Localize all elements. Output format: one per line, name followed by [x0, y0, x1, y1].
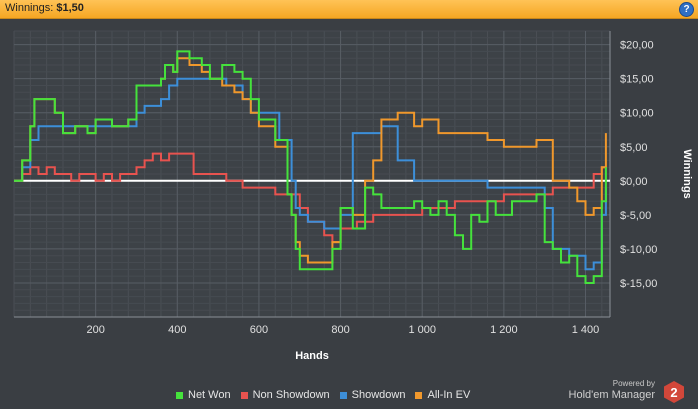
- x-axis-label: Hands: [295, 350, 329, 362]
- y-tick-label: $5,00: [620, 142, 648, 154]
- y-tick-label: $20,00: [620, 40, 654, 52]
- help-icon[interactable]: ?: [679, 2, 694, 17]
- y-tick-label: $-10,00: [620, 244, 657, 256]
- legend-swatch: [339, 391, 347, 399]
- y-tick-label: $-15,00: [620, 278, 657, 290]
- legend-item: Showdown: [339, 389, 406, 401]
- legend-swatch: [415, 391, 423, 399]
- powered-by: Powered by Hold'em Manager 2: [563, 375, 695, 407]
- legend-item: All-In EV: [415, 389, 470, 401]
- x-tick-label: 400: [168, 324, 186, 336]
- y-tick-label: $0,00: [620, 176, 648, 188]
- winnings-value: $1,50: [56, 2, 84, 14]
- legend-swatch: [176, 391, 183, 399]
- winnings-chart: 200 400 600 800 1 000 1 200 1 400 $20,00 $15,00 $…: [13, 30, 693, 362]
- x-tick-label: 1 200: [490, 324, 518, 336]
- x-tick-label: 800: [331, 324, 349, 336]
- series-line-net-won: [14, 50, 607, 284]
- x-tick-label: 1 000: [408, 324, 436, 336]
- legend-label: Showdown: [351, 389, 406, 401]
- header-bar: Winnings: $1,50 ?: [0, 0, 698, 19]
- logo-number: 2: [670, 385, 677, 400]
- x-tick-label: 1 400: [572, 324, 600, 336]
- winnings-caption: Winnings:: [5, 2, 54, 14]
- brand-name: Hold'em Manager: [568, 389, 655, 401]
- powered-by-label: Powered by: [612, 379, 655, 388]
- series-line-non-showdown: [14, 152, 606, 244]
- x-tick-label: 600: [250, 324, 268, 336]
- y-axis-label: Winnings: [681, 149, 693, 198]
- legend-label: All-In EV: [427, 389, 471, 401]
- chart-legend: Net Won Non Showdown Showdown All-In EV: [176, 389, 480, 401]
- x-tick-label: 200: [86, 324, 104, 336]
- legend-swatch: [240, 391, 248, 399]
- legend-item: Non Showdown: [240, 389, 330, 401]
- legend-label: Net Won: [188, 389, 231, 401]
- winnings-label: Winnings: $1,50: [5, 2, 84, 14]
- y-tick-label: $10,00: [620, 108, 654, 120]
- legend-label: Non Showdown: [252, 389, 330, 401]
- y-tick-label: $15,00: [620, 74, 654, 86]
- hem-logo-icon: 2: [664, 381, 684, 403]
- y-tick-label: $-5,00: [620, 210, 651, 222]
- legend-item: Net Won: [176, 389, 231, 401]
